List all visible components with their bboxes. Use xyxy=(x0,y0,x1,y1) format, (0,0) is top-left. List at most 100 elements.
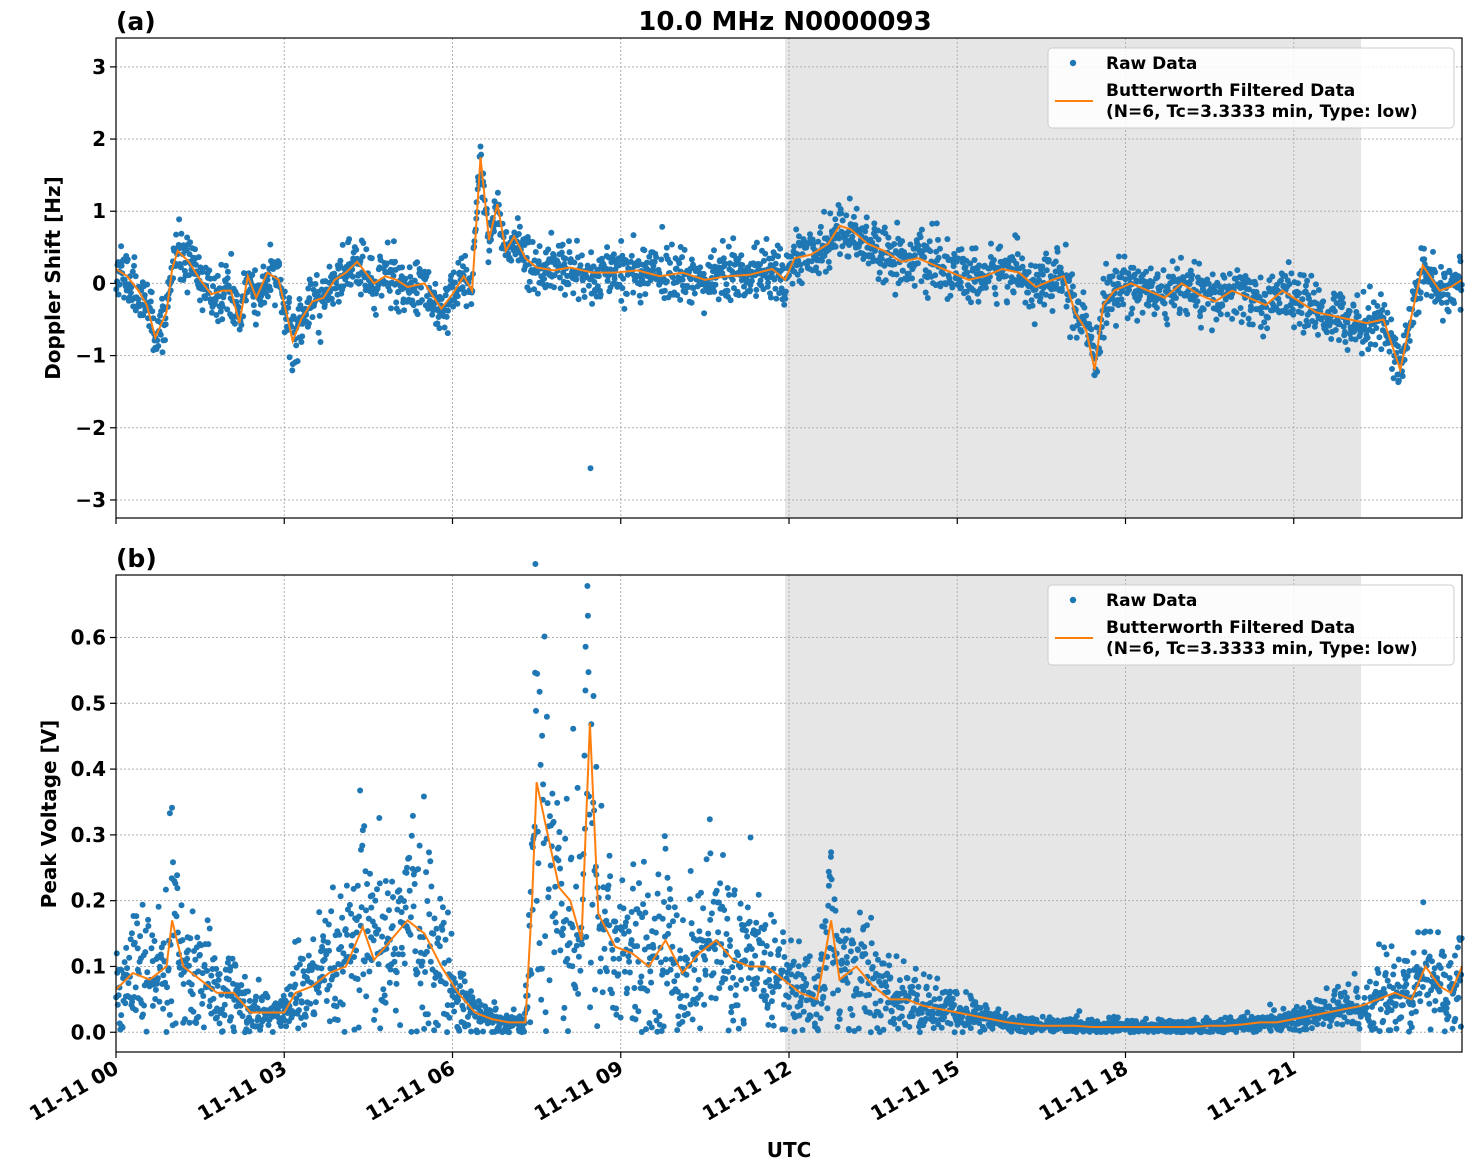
raw-point xyxy=(422,969,429,975)
raw-point xyxy=(929,220,936,227)
raw-point xyxy=(780,938,787,945)
raw-point xyxy=(1298,310,1305,317)
raw-point xyxy=(763,943,770,949)
raw-point xyxy=(360,971,367,978)
raw-point xyxy=(650,267,657,274)
raw-point xyxy=(1069,271,1076,278)
raw-point xyxy=(423,948,430,955)
raw-point xyxy=(250,302,257,309)
raw-point xyxy=(456,1027,463,1034)
raw-point xyxy=(436,943,443,950)
raw-point xyxy=(457,983,464,989)
raw-point xyxy=(692,985,699,992)
raw-point xyxy=(1147,265,1154,272)
y-tick-label: −3 xyxy=(75,488,106,512)
raw-point xyxy=(160,940,167,947)
raw-point xyxy=(550,818,557,825)
raw-point xyxy=(1031,321,1038,328)
raw-point xyxy=(409,812,416,819)
raw-point xyxy=(935,254,942,261)
raw-point xyxy=(800,1008,807,1015)
raw-point xyxy=(794,271,801,278)
raw-point xyxy=(419,1004,426,1011)
raw-point xyxy=(565,281,572,288)
raw-point xyxy=(951,1029,958,1036)
raw-point xyxy=(301,1021,308,1028)
raw-point xyxy=(605,894,611,901)
raw-point xyxy=(150,315,157,322)
raw-point xyxy=(697,1025,704,1032)
raw-point xyxy=(1339,294,1346,301)
y-tick-label: 3 xyxy=(92,55,106,79)
raw-point xyxy=(562,835,569,842)
raw-point xyxy=(382,999,389,1006)
raw-point xyxy=(432,280,439,287)
raw-point xyxy=(379,933,386,940)
raw-point xyxy=(624,914,631,921)
raw-point xyxy=(289,367,296,374)
raw-point xyxy=(141,292,148,299)
raw-point xyxy=(145,923,152,929)
raw-point xyxy=(208,309,215,316)
raw-point xyxy=(1025,269,1032,275)
raw-point xyxy=(951,1002,957,1008)
raw-point xyxy=(326,263,333,270)
raw-point xyxy=(1103,320,1110,327)
raw-point xyxy=(224,275,231,282)
raw-point xyxy=(412,948,419,955)
raw-point xyxy=(363,993,370,1000)
raw-point xyxy=(1221,274,1228,281)
raw-point xyxy=(806,953,813,960)
raw-point xyxy=(407,914,414,921)
raw-point xyxy=(349,273,356,280)
raw-point xyxy=(460,1006,467,1013)
raw-point xyxy=(299,333,306,340)
raw-point xyxy=(775,253,782,260)
raw-point xyxy=(719,237,726,244)
raw-point xyxy=(797,261,804,268)
raw-point xyxy=(632,1016,639,1023)
raw-point xyxy=(133,913,140,920)
raw-point xyxy=(445,957,452,964)
raw-point xyxy=(440,919,447,926)
raw-point xyxy=(695,976,702,983)
raw-point xyxy=(863,214,870,221)
raw-point xyxy=(1288,270,1295,277)
raw-point xyxy=(326,982,333,989)
raw-point xyxy=(455,259,462,266)
raw-point xyxy=(643,259,650,266)
raw-point xyxy=(707,850,714,857)
raw-point xyxy=(363,246,370,253)
raw-point xyxy=(785,994,792,1000)
raw-point xyxy=(656,1013,663,1019)
raw-point xyxy=(124,965,131,972)
raw-point xyxy=(574,237,580,244)
raw-point xyxy=(967,1025,974,1032)
raw-point xyxy=(144,281,151,288)
raw-point xyxy=(200,993,207,999)
raw-point xyxy=(707,263,713,270)
raw-point xyxy=(635,258,642,264)
raw-point xyxy=(846,195,853,202)
raw-point xyxy=(976,262,983,269)
raw-point xyxy=(374,886,380,893)
raw-point xyxy=(208,972,215,979)
raw-point xyxy=(975,298,982,305)
raw-point xyxy=(427,858,434,865)
raw-point xyxy=(680,917,686,924)
raw-point xyxy=(474,1029,481,1036)
raw-point xyxy=(1267,1027,1274,1034)
raw-point xyxy=(1100,334,1107,341)
raw-point xyxy=(1341,329,1348,335)
raw-point xyxy=(1276,300,1283,307)
raw-point xyxy=(1296,290,1302,297)
raw-point xyxy=(614,937,621,943)
raw-point xyxy=(603,968,610,975)
raw-point xyxy=(775,983,782,990)
raw-point xyxy=(1158,283,1165,290)
raw-point xyxy=(212,297,219,304)
legend-filtered-label1-a: Butterworth Filtered Data xyxy=(1106,81,1355,101)
raw-point xyxy=(238,322,245,328)
raw-point xyxy=(601,908,608,915)
